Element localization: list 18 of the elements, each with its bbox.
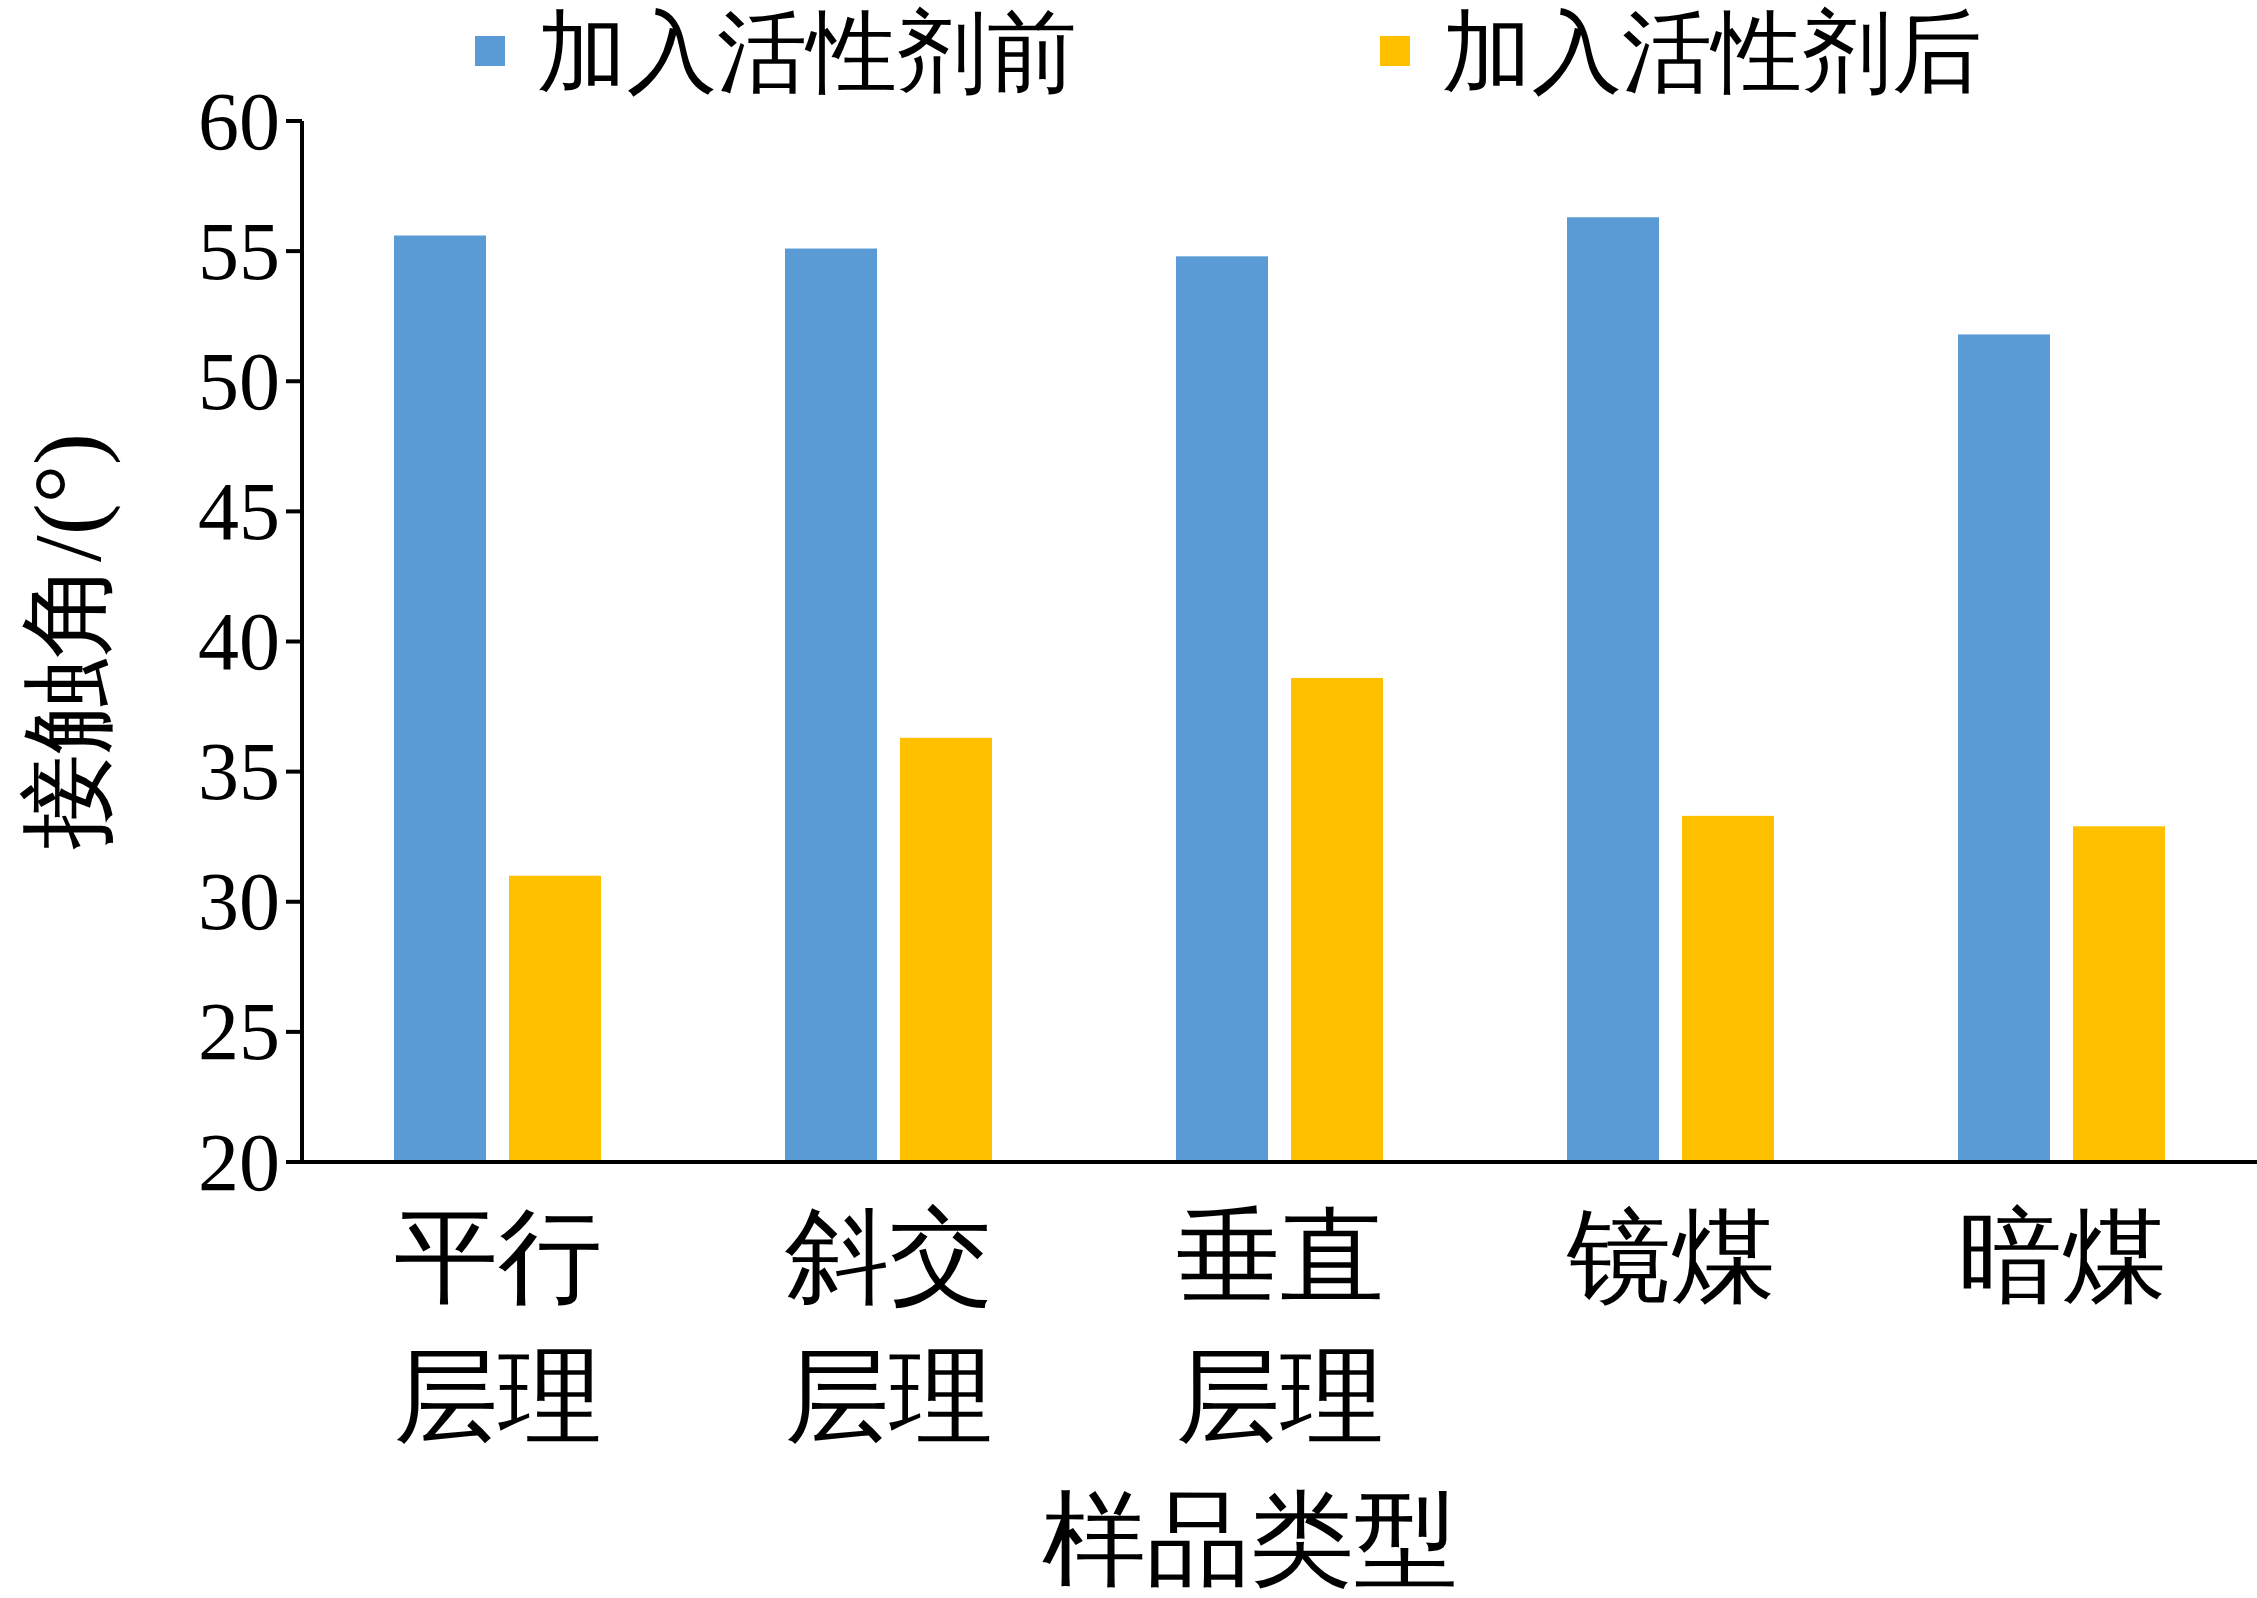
x-tick-label: 垂直层理 bbox=[1175, 1199, 1384, 1454]
x-tick-label: 平行层理 bbox=[393, 1199, 602, 1454]
y-tick-label: 60 bbox=[198, 75, 280, 167]
x-axis-title: 样品类型 bbox=[1041, 1482, 1458, 1597]
y-tick-label: 50 bbox=[198, 335, 280, 427]
y-tick-label: 35 bbox=[198, 726, 280, 818]
x-tick-label: 镜煤 bbox=[1565, 1199, 1775, 1314]
y-tick-label: 55 bbox=[198, 205, 280, 297]
legend-label: 加入活性剂后 bbox=[1442, 2, 1982, 102]
x-tick-label: 暗煤 bbox=[1957, 1199, 2166, 1314]
y-tick-label: 40 bbox=[198, 596, 280, 687]
y-tick-label: 25 bbox=[198, 986, 280, 1078]
x-tick-label: 斜交层理 bbox=[784, 1199, 993, 1454]
y-tick-label: 30 bbox=[198, 856, 280, 948]
y-tick-label: 45 bbox=[198, 465, 280, 557]
y-tick-label: 20 bbox=[198, 1116, 280, 1208]
legend-label: 加入活性剂前 bbox=[537, 2, 1077, 102]
y-axis-title: 接触角/(°) bbox=[14, 433, 121, 850]
